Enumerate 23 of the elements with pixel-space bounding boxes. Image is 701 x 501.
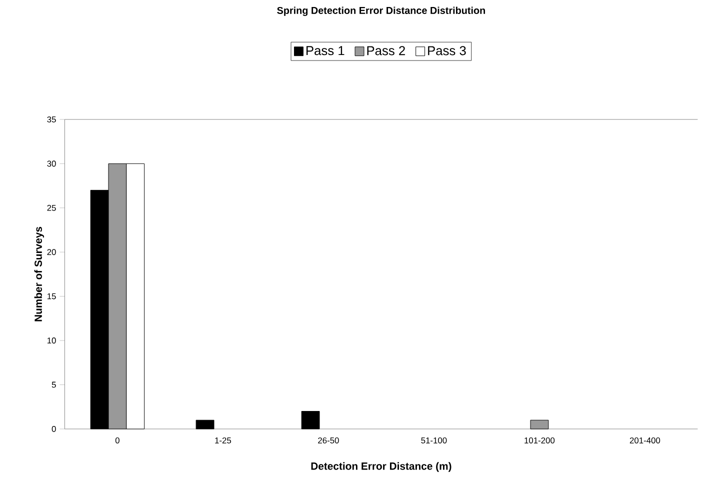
y-tick-label: 25 bbox=[47, 205, 56, 212]
y-tick-label: 0 bbox=[52, 426, 56, 432]
x-tick-label: 26-50 bbox=[318, 438, 339, 444]
x-tick-label: 101-200 bbox=[524, 438, 555, 444]
legend-label: Pass 1 bbox=[306, 46, 344, 56]
y-tick-label: 15 bbox=[47, 294, 56, 300]
y-tick-label: 5 bbox=[52, 382, 56, 388]
x-tick-label: 0 bbox=[115, 438, 120, 444]
y-tick-label: 35 bbox=[47, 116, 56, 123]
y-tick-label: 30 bbox=[47, 160, 56, 167]
x-tick-label: 1-25 bbox=[215, 438, 232, 444]
chart-title: Spring Detection Error Distance Distribution bbox=[277, 6, 485, 16]
bar bbox=[530, 420, 549, 430]
legend-label: Pass 2 bbox=[367, 46, 405, 56]
bar bbox=[196, 420, 214, 430]
y-axis-title: Number of Surveys bbox=[34, 227, 44, 322]
x-tick-label: 51-100 bbox=[421, 438, 447, 444]
y-tick-label: 20 bbox=[47, 249, 56, 256]
x-tick-label: 201-400 bbox=[630, 438, 660, 444]
bar bbox=[301, 411, 320, 430]
legend-label: Pass 3 bbox=[428, 46, 466, 56]
x-axis-title: Detection Error Distance (m) bbox=[311, 462, 452, 472]
y-tick-label: 10 bbox=[47, 338, 56, 344]
